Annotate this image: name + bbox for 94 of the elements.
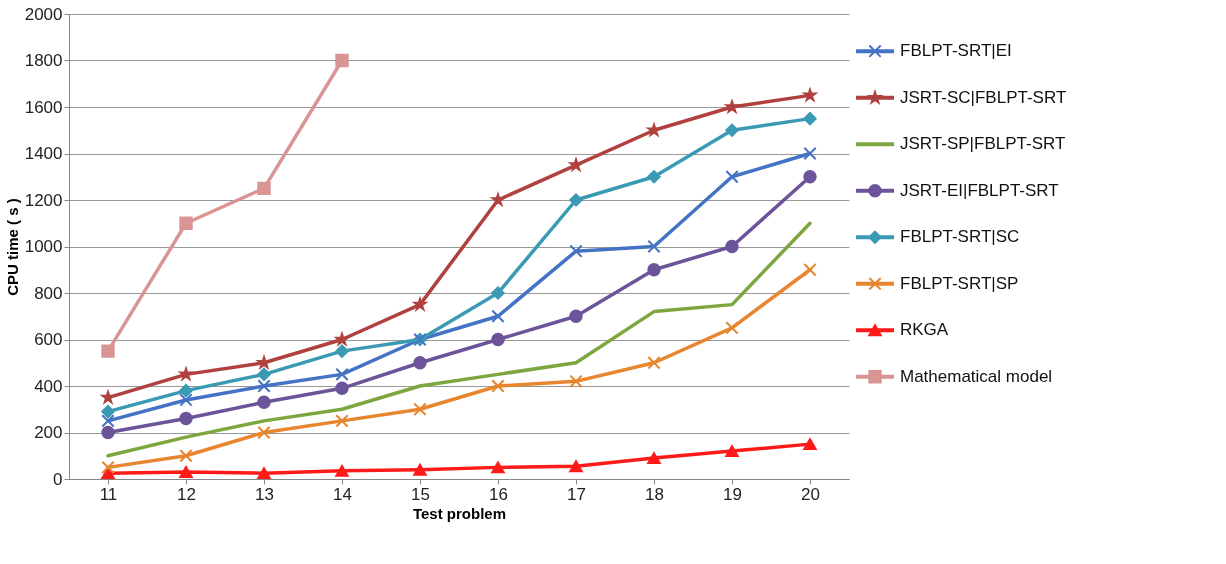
point [177, 365, 195, 382]
point [179, 383, 193, 398]
line-series [106, 221, 812, 458]
point [803, 146, 817, 161]
x-tick-label: 16 [489, 484, 508, 504]
legend-label: FBLPT-SRT|SP [900, 273, 1019, 293]
x-tick-label: 15 [411, 484, 430, 504]
point [725, 445, 739, 458]
point [803, 111, 817, 126]
y-tick-label: 200 [34, 423, 63, 442]
point [257, 181, 271, 196]
y-tick-label: 0 [53, 469, 63, 489]
point [413, 463, 427, 476]
y-tick-label: 2000 [24, 4, 63, 24]
point [257, 395, 271, 409]
y-axis-title: CPU time ( s ) [3, 198, 21, 296]
point [335, 464, 349, 477]
point [725, 239, 739, 254]
y-tick-label: 1600 [24, 97, 63, 117]
x-tick-label: 12 [177, 484, 196, 504]
point [335, 344, 349, 358]
legend-label: JSRT-SC|FBLPT-SRT [900, 87, 1067, 107]
point [257, 367, 271, 382]
point [569, 244, 583, 258]
point [333, 330, 350, 347]
point [101, 467, 115, 480]
point [647, 263, 661, 277]
point [803, 263, 817, 277]
legend-label: FBLPT-SRT|EI [900, 41, 1012, 61]
point [179, 216, 193, 230]
point [179, 466, 193, 478]
point [335, 367, 349, 382]
point [491, 286, 505, 300]
y-tick-label: 1000 [24, 237, 63, 256]
point [413, 402, 427, 416]
point [725, 170, 739, 184]
point [567, 156, 583, 173]
point [647, 356, 661, 370]
point [489, 191, 506, 208]
x-tick-label: 13 [255, 484, 274, 504]
y-tick-label: 800 [34, 283, 63, 303]
y-tick-label: 1200 [24, 190, 63, 210]
point [569, 460, 583, 473]
x-tick-label: 11 [99, 484, 118, 504]
point [725, 321, 739, 335]
point [179, 411, 193, 426]
point [335, 381, 349, 396]
point [335, 53, 349, 68]
point [647, 452, 661, 465]
point [179, 393, 193, 407]
legend-label: JSRT-EI|FBLPT-SRT [900, 180, 1059, 200]
point [257, 425, 271, 440]
point [101, 414, 115, 428]
point [101, 460, 115, 475]
legend-label: RKGA [900, 320, 949, 340]
x-tick-label: 20 [801, 484, 820, 504]
point [413, 356, 427, 370]
point [101, 425, 115, 440]
point [725, 123, 739, 137]
point [491, 332, 505, 347]
point [257, 379, 271, 393]
point [491, 461, 505, 474]
point [569, 193, 583, 207]
y-tick-label: 600 [34, 330, 63, 349]
point [257, 467, 271, 480]
point [801, 86, 819, 103]
point [335, 414, 349, 428]
point [723, 98, 740, 115]
y-tick-label: 1800 [24, 51, 63, 70]
point [569, 309, 583, 323]
point [491, 379, 505, 393]
point [255, 354, 271, 370]
legend-label: Mathematical model [900, 366, 1053, 386]
point [491, 309, 505, 323]
point [645, 121, 661, 138]
y-tick-label: 1400 [24, 144, 63, 163]
x-axis-title: Test problem [412, 504, 507, 522]
point [101, 404, 115, 419]
point [647, 239, 661, 254]
legend-label: JSRT-SP|FBLPT-SRT [900, 134, 1066, 154]
y-tick-label: 400 [34, 376, 63, 396]
x-tick-label: 17 [567, 484, 586, 504]
x-tick-label: 14 [333, 484, 352, 504]
point [179, 449, 193, 463]
point [803, 170, 817, 184]
x-tick-label: 18 [645, 484, 664, 504]
x-tick-label: 19 [723, 484, 742, 504]
point [569, 374, 583, 389]
point [647, 170, 661, 184]
point [99, 389, 115, 405]
point [101, 344, 115, 358]
point [803, 438, 817, 451]
legend-label: FBLPT-SRT|SC [900, 227, 1020, 247]
point [411, 296, 429, 312]
